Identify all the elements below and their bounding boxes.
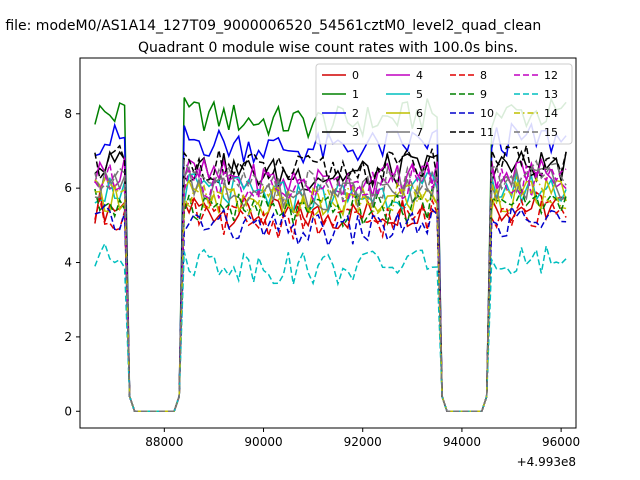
series-line-6: [94, 176, 567, 413]
legend-box: [315, 63, 573, 145]
x-tick-label: 92000: [344, 435, 382, 449]
plot-frame: [79, 57, 577, 429]
legend-label-5: 5: [416, 88, 423, 101]
series-line-8: [94, 197, 567, 413]
series-line-14: [94, 175, 567, 413]
legend-label-3: 3: [352, 126, 359, 139]
legend-label-2: 2: [352, 107, 359, 120]
legend-label-7: 7: [416, 126, 423, 139]
legend-label-6: 6: [416, 107, 423, 120]
y-tick-label: 2: [64, 330, 72, 344]
legend-label-10: 10: [480, 107, 494, 120]
series-line-10: [94, 203, 567, 413]
x-tick-label: 96000: [542, 435, 580, 449]
y-tick-label: 6: [64, 181, 72, 195]
y-tick-label: 4: [64, 256, 72, 270]
legend-label-13: 13: [544, 88, 558, 101]
series-line-1: [94, 96, 567, 413]
x-tick-label: 94000: [443, 435, 481, 449]
y-axis: 0 2 4 6 8: [64, 107, 80, 418]
legend-label-1: 1: [352, 88, 359, 101]
legend-label-11: 11: [480, 126, 494, 139]
plot-area: [94, 96, 567, 413]
chart-suptitle: n file: modeM0/AS1A14_127T09_9000006520_…: [0, 18, 541, 34]
chart-title: Quadrant 0 module wise count rates with …: [138, 40, 518, 56]
legend-label-12: 12: [544, 69, 558, 82]
legend-label-8: 8: [480, 69, 487, 82]
legend-label-15: 15: [544, 126, 558, 139]
series-line-15: [94, 158, 567, 413]
legend-label-9: 9: [480, 88, 487, 101]
legend-label-4: 4: [416, 69, 423, 82]
x-axis: 88000 90000 92000 94000 96000: [145, 428, 580, 449]
legend-label-0: 0: [352, 69, 359, 82]
x-tick-label: 88000: [145, 435, 183, 449]
legend-label-14: 14: [544, 107, 558, 120]
x-offset-label: +4.993e8: [517, 455, 576, 469]
y-tick-label: 0: [64, 404, 72, 418]
series-line-5: [94, 172, 567, 413]
x-tick-label: 90000: [244, 435, 282, 449]
series-line-13: [94, 241, 567, 413]
y-tick-label: 8: [64, 107, 72, 121]
